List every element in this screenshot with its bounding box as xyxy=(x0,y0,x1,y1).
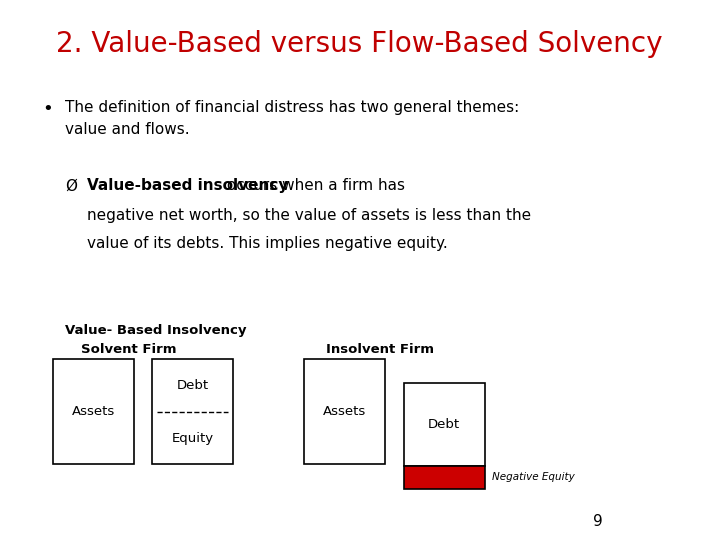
Bar xyxy=(152,359,233,464)
Text: Assets: Assets xyxy=(323,405,366,418)
Text: Value- Based Insolvency: Value- Based Insolvency xyxy=(66,324,247,337)
Text: Debt: Debt xyxy=(176,379,209,392)
Text: occurs when a firm has: occurs when a firm has xyxy=(222,178,405,193)
Text: value of its debts. This implies negative equity.: value of its debts. This implies negativ… xyxy=(87,236,448,251)
Text: Ø: Ø xyxy=(66,178,77,193)
Text: •: • xyxy=(42,100,53,118)
Text: Negative Equity: Negative Equity xyxy=(492,472,575,482)
Text: Value-based insolvency: Value-based insolvency xyxy=(87,178,288,193)
Text: Debt: Debt xyxy=(428,418,460,431)
Text: 9: 9 xyxy=(593,514,603,529)
Bar xyxy=(305,359,385,464)
Bar xyxy=(404,383,485,465)
Bar xyxy=(404,465,485,489)
Text: 2. Value-Based versus Flow-Based Solvency: 2. Value-Based versus Flow-Based Solvenc… xyxy=(56,30,662,58)
Bar xyxy=(53,359,134,464)
Text: Solvent Firm: Solvent Firm xyxy=(81,343,176,356)
Text: Insolvent Firm: Insolvent Firm xyxy=(326,343,434,356)
Text: Assets: Assets xyxy=(71,405,114,418)
Text: Equity: Equity xyxy=(171,431,214,444)
Text: The definition of financial distress has two general themes:
value and flows.: The definition of financial distress has… xyxy=(66,100,520,137)
Text: negative net worth, so the value of assets is less than the: negative net worth, so the value of asse… xyxy=(87,208,531,223)
